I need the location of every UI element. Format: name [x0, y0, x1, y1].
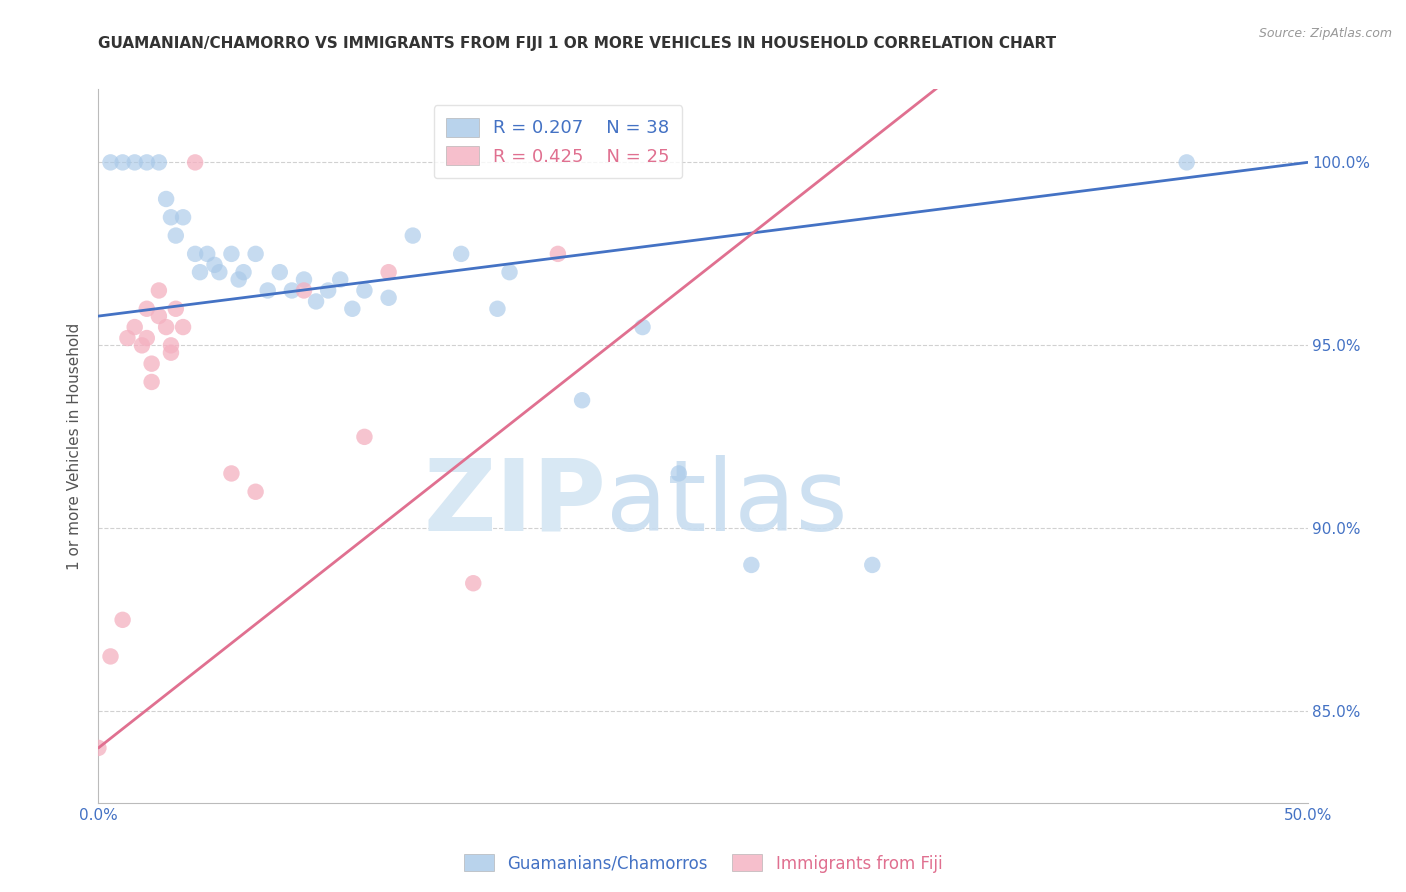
Point	[124, 320, 146, 334]
Point	[160, 345, 183, 359]
Point	[221, 467, 243, 481]
Point	[155, 320, 177, 334]
Text: Source: ZipAtlas.com: Source: ZipAtlas.com	[1258, 27, 1392, 40]
Point	[329, 272, 352, 286]
Point	[245, 247, 267, 261]
Point	[195, 247, 218, 261]
Point	[281, 284, 304, 298]
Point	[1175, 155, 1198, 169]
Point	[100, 649, 122, 664]
Point	[124, 155, 146, 169]
Text: GUAMANIAN/CHAMORRO VS IMMIGRANTS FROM FIJI 1 OR MORE VEHICLES IN HOUSEHOLD CORRE: GUAMANIAN/CHAMORRO VS IMMIGRANTS FROM FI…	[98, 36, 1056, 51]
Point	[232, 265, 254, 279]
Point	[342, 301, 364, 316]
Point	[160, 338, 183, 352]
Point	[292, 284, 315, 298]
Point	[860, 558, 883, 572]
Point	[184, 155, 207, 169]
Point	[148, 155, 170, 169]
Text: ZIP: ZIP	[423, 455, 606, 551]
Point	[571, 393, 593, 408]
Point	[631, 320, 654, 334]
Point	[172, 211, 194, 225]
Point	[141, 375, 163, 389]
Point	[377, 291, 399, 305]
Point	[305, 294, 328, 309]
Point	[111, 613, 134, 627]
Point	[135, 301, 157, 316]
Point	[172, 320, 194, 334]
Point	[87, 740, 110, 755]
Point	[100, 155, 122, 169]
Point	[256, 284, 278, 298]
Point	[148, 309, 170, 323]
Point	[269, 265, 291, 279]
Point	[141, 357, 163, 371]
Point	[353, 430, 375, 444]
Point	[148, 284, 170, 298]
Point	[547, 247, 569, 261]
Point	[377, 265, 399, 279]
Point	[450, 247, 472, 261]
Y-axis label: 1 or more Vehicles in Household: 1 or more Vehicles in Household	[67, 322, 83, 570]
Point	[135, 331, 157, 345]
Point	[353, 284, 375, 298]
Point	[160, 211, 183, 225]
Legend: Guamanians/Chamorros, Immigrants from Fiji: Guamanians/Chamorros, Immigrants from Fi…	[457, 847, 949, 880]
Point	[111, 155, 134, 169]
Point	[184, 247, 207, 261]
Point	[131, 338, 153, 352]
Point	[402, 228, 425, 243]
Point	[165, 228, 187, 243]
Point	[292, 272, 315, 286]
Point	[155, 192, 177, 206]
Text: atlas: atlas	[606, 455, 848, 551]
Point	[463, 576, 485, 591]
Point	[117, 331, 139, 345]
Point	[245, 484, 267, 499]
Point	[135, 155, 157, 169]
Point	[221, 247, 243, 261]
Point	[228, 272, 250, 286]
Point	[486, 301, 509, 316]
Point	[165, 301, 187, 316]
Point	[668, 467, 690, 481]
Point	[188, 265, 211, 279]
Point	[316, 284, 339, 298]
Point	[204, 258, 226, 272]
Point	[498, 265, 520, 279]
Point	[208, 265, 231, 279]
Legend: R = 0.207    N = 38, R = 0.425    N = 25: R = 0.207 N = 38, R = 0.425 N = 25	[433, 105, 682, 178]
Point	[740, 558, 762, 572]
